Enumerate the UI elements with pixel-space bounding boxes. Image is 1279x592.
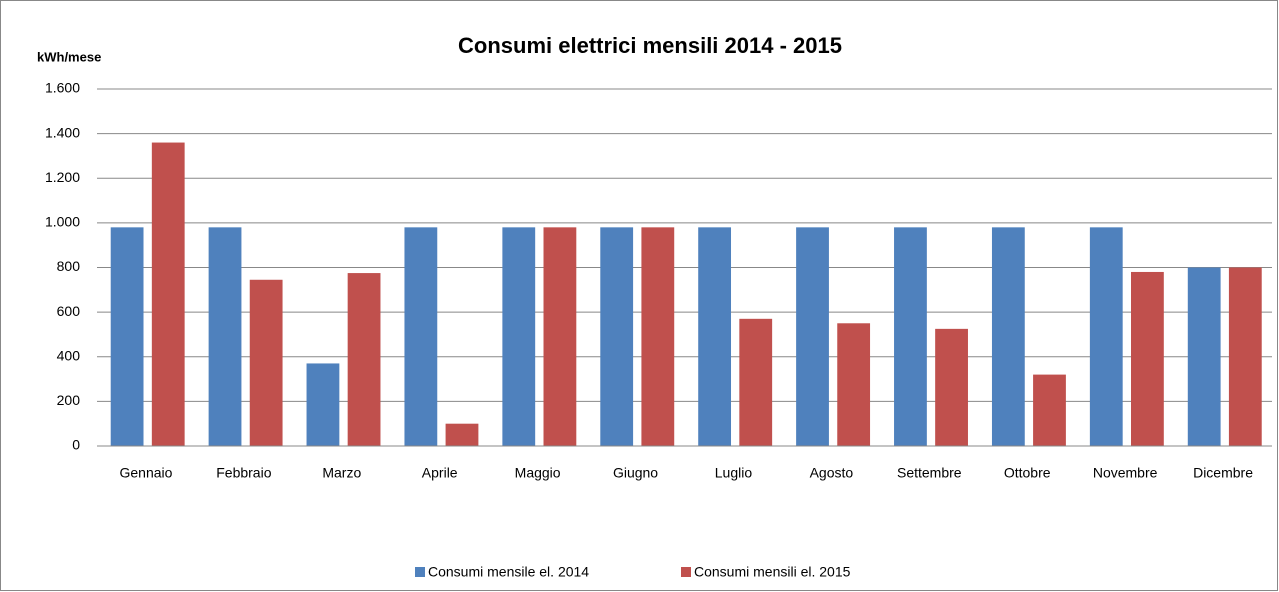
x-tick-label: Febbraio	[216, 465, 271, 481]
y-tick-label: 1.200	[45, 169, 80, 185]
x-tick-label: Luglio	[715, 465, 753, 481]
y-tick-label: 400	[57, 347, 81, 363]
y-tick-label: 1.000	[45, 214, 80, 230]
y-tick-label: 800	[57, 258, 81, 274]
bar	[306, 363, 340, 446]
x-tick-label: Novembre	[1093, 465, 1158, 481]
bar	[347, 273, 381, 446]
bar	[698, 227, 732, 446]
x-tick-label: Dicembre	[1193, 465, 1253, 481]
bar	[1033, 374, 1066, 446]
legend-label: Consumi mensili el. 2015	[694, 564, 851, 580]
x-tick-label: Ottobre	[1004, 465, 1051, 481]
y-tick-label: 200	[57, 392, 81, 408]
x-tick-label: Aprile	[422, 465, 458, 481]
legend-swatch	[681, 567, 691, 577]
bar	[404, 227, 438, 446]
legend-swatch	[415, 567, 425, 577]
x-tick-label: Agosto	[810, 465, 854, 481]
bar	[151, 142, 185, 447]
bar	[1131, 271, 1164, 446]
bar	[894, 227, 927, 446]
y-tick-label: 600	[57, 303, 81, 319]
bar	[991, 227, 1025, 446]
bar	[1187, 267, 1221, 446]
y-tick-label: 1.400	[45, 124, 80, 140]
bar	[543, 227, 577, 446]
bar	[208, 227, 242, 446]
x-tick-label: Gennaio	[119, 465, 172, 481]
x-tick-label: Marzo	[322, 465, 361, 481]
bar	[502, 227, 536, 446]
bar	[1228, 267, 1262, 446]
bar	[796, 227, 829, 446]
x-tick-label: Maggio	[515, 465, 561, 481]
chart-title: Consumi elettrici mensili 2014 - 2015	[458, 33, 842, 58]
bar	[600, 227, 634, 446]
bar	[739, 318, 773, 446]
y-tick-label: 0	[72, 437, 80, 453]
y-tick-label: 1.600	[45, 80, 80, 96]
bar	[445, 423, 479, 446]
y-axis-label: kWh/mese	[37, 49, 101, 64]
legend-label: Consumi mensile el. 2014	[428, 564, 589, 580]
bar	[837, 323, 871, 446]
bar	[249, 279, 283, 446]
bar	[935, 328, 968, 446]
x-tick-label: Settembre	[897, 465, 962, 481]
bar	[1089, 227, 1123, 446]
bar	[641, 227, 675, 446]
bar	[110, 227, 144, 446]
x-tick-label: Giugno	[613, 465, 658, 481]
